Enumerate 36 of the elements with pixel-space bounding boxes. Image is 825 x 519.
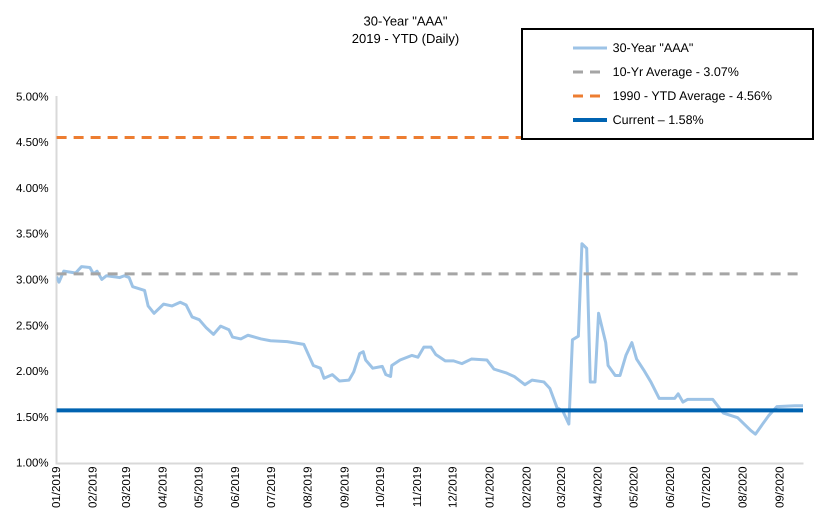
x-tick-label: 06/2019 <box>230 466 242 508</box>
x-tick-label: 01/2020 <box>484 466 497 508</box>
x-tick-label: 08/2020 <box>738 466 750 508</box>
y-tick-label: 3.00% <box>16 274 49 286</box>
y-tick-label: 5.00% <box>16 91 49 104</box>
x-tick-label: 06/2020 <box>665 466 678 508</box>
x-tick-label: 05/2020 <box>628 466 640 508</box>
x-tick-label: 10/2019 <box>375 466 388 508</box>
legend-label: Current – 1.58% <box>612 113 704 127</box>
y-tick-label: 2.00% <box>16 366 49 378</box>
x-tick-label: 09/2020 <box>774 466 787 508</box>
x-tick-label: 07/2020 <box>700 466 713 508</box>
y-tick-label: 2.50% <box>16 320 49 332</box>
legend-label: 1990 - YTD Average - 4.56% <box>612 89 772 103</box>
y-tick-label: 1.00% <box>16 458 49 470</box>
x-tick-label: 05/2019 <box>193 466 206 508</box>
y-tick-label: 4.00% <box>16 182 49 195</box>
x-tick-label: 03/2020 <box>556 466 568 508</box>
x-tick-label: 02/2019 <box>88 466 100 508</box>
y-tick-label: 1.50% <box>16 412 49 424</box>
x-tick-label: 09/2019 <box>340 466 352 508</box>
x-tick-label: 08/2019 <box>302 466 315 508</box>
y-tick-label: 3.50% <box>16 228 49 241</box>
legend-label: 10-Yr Average - 3.07% <box>612 65 739 79</box>
x-tick-label: 11/2019 <box>412 466 424 508</box>
x-tick-label: 04/2019 <box>158 466 170 508</box>
x-tick-label: 07/2019 <box>266 466 278 508</box>
chart-subtitle: 2019 - YTD (Daily) <box>352 30 460 46</box>
x-tick-label: 03/2019 <box>120 466 133 508</box>
x-tick-label: 02/2020 <box>521 466 534 508</box>
chart-title: 30-Year "AAA" <box>364 13 448 28</box>
x-tick-label: 01/2019 <box>50 466 63 508</box>
x-tick-label: 04/2020 <box>592 466 605 508</box>
y-tick-label: 4.50% <box>16 137 49 150</box>
legend-label: 30-Year "AAA" <box>612 41 694 55</box>
x-tick-label: 12/2019 <box>448 466 460 508</box>
